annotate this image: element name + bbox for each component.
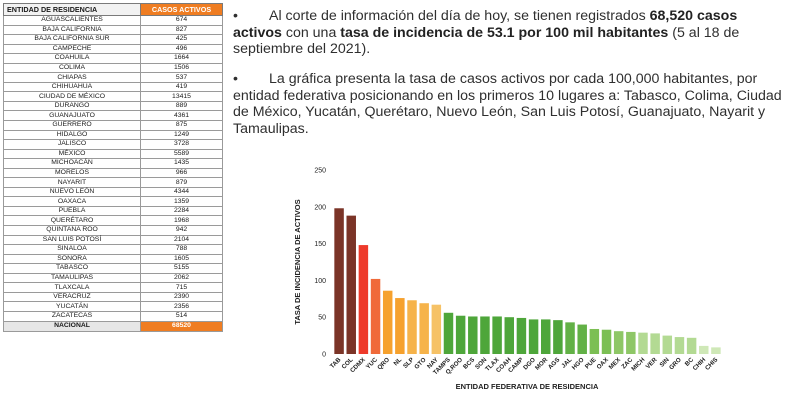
y-tick-label: 0 <box>322 352 326 359</box>
total-value: 68520 <box>140 320 223 332</box>
bar <box>395 298 405 354</box>
x-tick-label: OAX <box>595 356 610 371</box>
bar <box>577 324 587 354</box>
bar <box>699 345 709 354</box>
x-tick-label: VER <box>645 356 659 370</box>
summary-text-c: con una <box>281 24 341 41</box>
summary-text-a: Al corte de información del día de hoy, … <box>269 8 650 24</box>
bar <box>528 319 539 354</box>
x-tick-label: MOR <box>534 356 550 372</box>
x-tick-label: CHIS <box>704 356 719 371</box>
y-tick-label: 50 <box>318 315 326 322</box>
bar <box>638 332 648 354</box>
summary-active-cases: 68,520 casos activos <box>233 8 738 41</box>
header-state: ENTIDAD DE RESIDENCIA <box>3 3 141 16</box>
y-tick-label: 100 <box>314 278 326 285</box>
header-active-cases: CASOS ACTIVOS <box>140 3 223 16</box>
bar <box>589 328 600 354</box>
bar <box>492 316 502 354</box>
bar <box>565 322 575 354</box>
bar <box>674 337 685 354</box>
y-tick-label: 200 <box>314 204 326 211</box>
x-tick-label: DGO <box>522 356 537 371</box>
x-tick-label: MEX <box>608 356 623 371</box>
bar <box>382 290 393 354</box>
x-tick-label: TAB <box>329 356 343 370</box>
paragraph-summary: • Al corte de información del día de hoy,… <box>233 8 783 58</box>
paragraph-chart-description: • La gráfica presenta la tasa de casos ac… <box>233 71 783 137</box>
bar <box>504 317 515 354</box>
x-tick-label: BCS <box>462 356 476 370</box>
bar <box>613 331 624 354</box>
bar <box>601 329 612 354</box>
table-body: AGUASCALIENTES 674 BAJA CALIFORNIA 827 BAJA … <box>3 15 223 332</box>
x-tick-label: MICH <box>630 356 647 373</box>
x-tick-label: NL <box>392 356 403 367</box>
bar <box>334 208 344 354</box>
x-tick-label: SLP <box>402 356 415 369</box>
x-tick-label: QRO <box>376 356 391 371</box>
bar <box>419 303 429 354</box>
y-axis-label: TASA DE INCIDENCIA DE ACTIVOS <box>293 199 302 324</box>
x-tick-label: GRO <box>668 356 683 371</box>
bar <box>370 278 381 354</box>
y-tick-label: 150 <box>314 241 326 248</box>
bar <box>540 319 551 354</box>
active-cases-table: ENTIDAD DE RESIDENCIA CASOS ACTIVOS AGUA… <box>3 3 223 332</box>
x-tick-label: HGO <box>571 356 586 371</box>
x-tick-label: BC <box>684 356 696 368</box>
bullet-2: • <box>233 71 238 87</box>
x-tick-label: AGS <box>547 356 561 370</box>
bar <box>553 320 563 354</box>
summary-incidence-rate: tasa de incidencia de 53.1 por 100 mil h… <box>340 24 669 41</box>
bar <box>686 337 697 354</box>
bar <box>346 215 356 354</box>
bullet-1: • <box>233 8 238 24</box>
x-axis-label: ENTIDAD FEDERATIVA DE RESIDENCIA <box>456 382 599 391</box>
bar <box>468 316 478 354</box>
chart-description-text: La gráfica presenta la tasa de casos act… <box>233 71 782 137</box>
bar <box>626 331 636 354</box>
bar <box>431 304 442 354</box>
bar <box>407 300 417 354</box>
bar <box>711 347 721 354</box>
bar <box>455 315 466 354</box>
x-tick-label: PUE <box>584 356 598 370</box>
table-header-row: ENTIDAD DE RESIDENCIA CASOS ACTIVOS <box>3 3 223 16</box>
cases-table: ENTIDAD DE RESIDENCIA CASOS ACTIVOS AGUA… <box>3 3 223 332</box>
bar <box>443 312 454 354</box>
bar <box>358 245 369 354</box>
y-tick-label: 250 <box>314 168 326 175</box>
bar <box>480 316 490 354</box>
table-total-row: NACIONAL 68520 <box>3 320 223 332</box>
bar <box>650 333 660 354</box>
summary-text-e: (5 al 18 de septiembre del 2021). <box>233 24 740 58</box>
bar <box>516 317 527 354</box>
x-tick-label: CHIH <box>692 356 708 372</box>
x-tick-label: GTO <box>413 356 427 370</box>
bar <box>662 335 673 354</box>
